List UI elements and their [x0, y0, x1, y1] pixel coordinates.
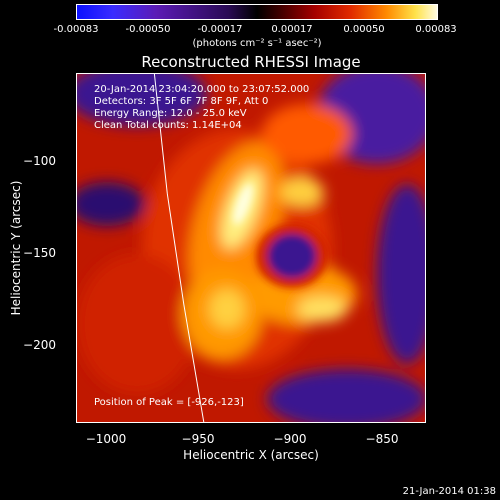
heatmap-blob-positive [262, 104, 352, 164]
x-tick-label: −950 [181, 432, 215, 446]
x-tick-label: −1000 [85, 432, 127, 446]
colorbar [76, 4, 438, 20]
heatmap-peak [297, 296, 347, 322]
peak-position-label: Position of Peak = [-926,-123] [94, 397, 244, 408]
y-axis-label: Heliocentric Y (arcsec) [9, 180, 23, 316]
heatmap-blob-negative [77, 182, 145, 226]
heatmap-peak [209, 289, 245, 329]
footer-date: 21-Jan-2014 01:38 [402, 486, 496, 497]
solar-limb-line [153, 74, 205, 422]
heatmap-blob-negative [377, 184, 425, 364]
plot-area [76, 73, 426, 423]
colorbar-tick-label: 0.00050 [343, 24, 385, 35]
heatmap-peak [280, 178, 324, 206]
heatmap-hole [268, 234, 316, 278]
info-clean-counts: Clean Total counts: 1.14E+04 [94, 120, 242, 131]
colorbar-unit-label: (photons cm⁻² s⁻¹ asec⁻²) [192, 38, 322, 49]
y-tick-label: −200 [23, 338, 56, 352]
info-energy-range: Energy Range: 12.0 - 25.0 keV [94, 108, 247, 119]
colorbar-tick-label: 0.00017 [271, 24, 313, 35]
chart-title: Reconstructed RHESSI Image [141, 53, 361, 71]
heatmap-blob-negative [267, 369, 425, 422]
colorbar-tick-label: -0.00050 [125, 24, 171, 35]
heatmap-image [77, 74, 425, 422]
x-tick-label: −900 [273, 432, 307, 446]
info-time-range: 20-Jan-2014 23:04:20.000 to 23:07:52.000 [94, 84, 310, 95]
y-tick-label: −100 [23, 154, 56, 168]
colorbar-tick-label: -0.00017 [197, 24, 243, 35]
colorbar-tick-label: 0.00083 [415, 24, 457, 35]
heatmap-blob-positive [77, 254, 197, 394]
y-tick-label: −150 [23, 246, 56, 260]
x-axis-label: Heliocentric X (arcsec) [183, 448, 319, 462]
colorbar-tick-label: -0.00083 [53, 24, 99, 35]
heatmap-blob-negative [77, 74, 207, 126]
heatmap-peak-core [233, 183, 253, 225]
info-detectors: Detectors: 3F 5F 6F 7F 8F 9F, Att 0 [94, 96, 269, 107]
x-tick-label: −850 [365, 432, 399, 446]
